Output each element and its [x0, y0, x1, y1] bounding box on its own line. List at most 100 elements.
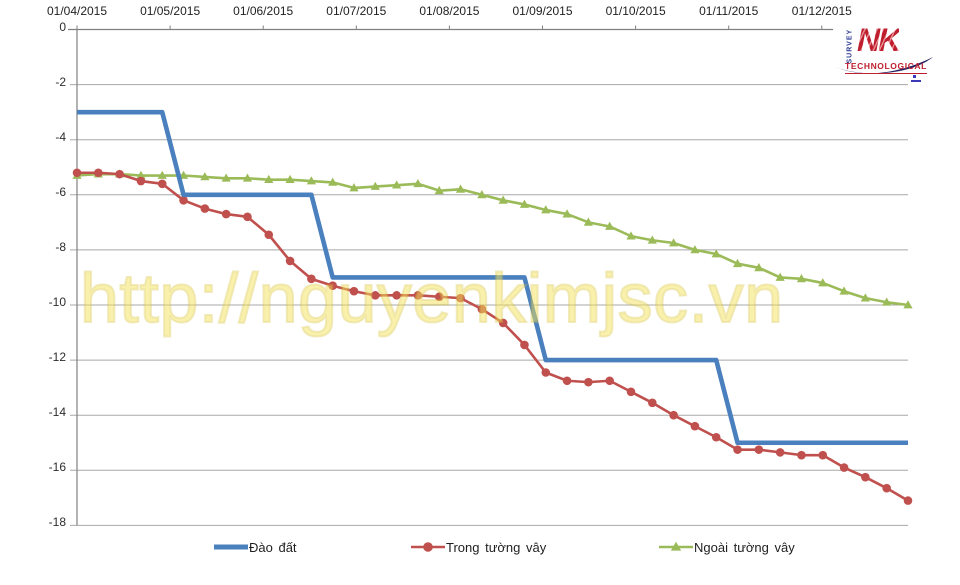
data-point-circle — [797, 450, 806, 460]
data-point-triangle — [669, 238, 679, 247]
data-point-triangle — [349, 183, 359, 192]
data-point-circle — [434, 292, 444, 302]
data-point-circle — [392, 291, 401, 300]
x-axis-label: 01/08/2015 — [419, 4, 480, 18]
x-axis-label: 01/05/2015 — [140, 4, 201, 18]
data-point-circle — [456, 293, 465, 303]
data-point-triangle — [541, 205, 551, 214]
data-point-circle — [754, 445, 764, 454]
data-point-triangle — [839, 286, 849, 295]
data-point-triangle — [200, 172, 210, 181]
data-point-circle — [861, 472, 870, 482]
data-point-circle — [605, 376, 614, 386]
data-point-triangle — [519, 199, 530, 208]
x-axis-label: 01/07/2015 — [326, 4, 387, 18]
data-point-triangle — [732, 258, 743, 268]
x-axis-label: 01/10/2015 — [605, 4, 666, 18]
data-point-triangle — [136, 170, 146, 179]
data-point-triangle — [754, 263, 764, 272]
data-point-triangle — [860, 293, 870, 302]
data-point-triangle — [264, 174, 274, 184]
x-axis-label: 01/06/2015 — [233, 4, 294, 18]
logo-nk-text: NK — [857, 22, 901, 58]
legend-item-trong-tuong-vay: Trong tường vây — [411, 538, 546, 556]
data-point-triangle — [221, 173, 231, 182]
data-point-triangle — [455, 184, 466, 193]
data-point-circle — [94, 168, 103, 178]
x-axis-label: 01/12/2015 — [791, 4, 852, 18]
data-point-circle — [179, 196, 188, 205]
data-point-circle — [818, 450, 828, 460]
data-point-triangle — [903, 300, 913, 309]
data-point-circle — [307, 274, 316, 284]
series-line-0 — [77, 109, 908, 446]
legend-swatch-line-icon — [214, 544, 248, 550]
data-point-circle — [520, 340, 529, 350]
data-point-circle — [285, 256, 295, 266]
y-axis-label: -14 — [48, 405, 66, 420]
data-point-circle — [541, 368, 551, 377]
series-line-2 — [76, 172, 909, 307]
data-point-triangle — [605, 221, 615, 230]
y-axis-label: -18 — [48, 515, 66, 530]
x-axis-label: 01/11/2015 — [699, 4, 759, 18]
data-point-triangle — [285, 174, 295, 184]
data-point-circle — [690, 421, 700, 431]
data-point-triangle — [796, 274, 807, 283]
data-point-triangle — [775, 272, 785, 281]
data-point-triangle — [157, 170, 167, 179]
data-point-circle — [157, 179, 167, 189]
data-point-circle — [477, 304, 487, 314]
y-axis-label: -10 — [48, 295, 66, 309]
data-point-circle — [626, 387, 636, 397]
y-axis-label: 0 — [59, 19, 66, 34]
data-point-circle — [200, 204, 210, 213]
nk-survey-logo: SURVEY NK TECHNOLOGICAL — [833, 22, 936, 82]
legend-label: Trong tường vây — [446, 539, 547, 555]
legend-label: Ngoài tường vây — [694, 539, 795, 555]
data-point-triangle — [477, 190, 487, 199]
logo-technological-text: TECHNOLOGICAL — [845, 61, 927, 74]
data-point-circle — [371, 291, 380, 300]
series-line-1 — [77, 171, 909, 502]
data-point-circle — [413, 291, 423, 300]
x-axis-label: 01/04/2015 — [46, 4, 108, 18]
data-point-circle — [584, 377, 593, 387]
data-point-triangle — [328, 177, 338, 186]
y-axis-label: -6 — [55, 184, 66, 199]
data-point-triangle — [647, 235, 657, 244]
data-point-circle — [562, 376, 572, 386]
data-point-circle — [136, 176, 146, 186]
data-point-triangle — [392, 180, 402, 189]
data-point-circle — [115, 169, 124, 179]
data-point-triangle — [690, 245, 700, 254]
data-point-triangle — [498, 195, 508, 204]
data-point-triangle — [626, 231, 636, 240]
data-point-triangle — [562, 209, 572, 218]
legend-item-dao-dat: Đào đất — [214, 538, 297, 556]
legend-item-ngoai-tuong-vay: Ngoài tường vây — [659, 538, 795, 556]
data-point-circle — [243, 212, 252, 222]
y-axis-label: -4 — [55, 129, 66, 144]
data-point-circle — [711, 432, 721, 442]
x-axis-label: 01/09/2015 — [512, 4, 573, 18]
data-point-circle — [648, 398, 657, 408]
data-point-triangle — [306, 176, 316, 185]
y-axis-label: -16 — [48, 460, 66, 475]
legend-swatch-circle-icon — [411, 542, 445, 552]
data-point-triangle — [818, 278, 828, 287]
y-axis-label: -2 — [55, 74, 66, 89]
data-point-circle — [669, 410, 678, 420]
data-point-triangle — [882, 297, 892, 306]
data-point-circle — [882, 483, 891, 493]
data-point-circle — [733, 445, 742, 454]
link-mark-icon — [911, 75, 921, 82]
chart-legend: Đào đất Trong tường vây Ngoài tường vây — [0, 538, 960, 558]
legend-swatch-triangle-icon — [659, 541, 693, 551]
y-axis-label: -12 — [48, 350, 66, 365]
data-point-triangle — [413, 178, 423, 188]
data-point-circle — [328, 281, 337, 291]
data-point-triangle — [583, 217, 593, 226]
